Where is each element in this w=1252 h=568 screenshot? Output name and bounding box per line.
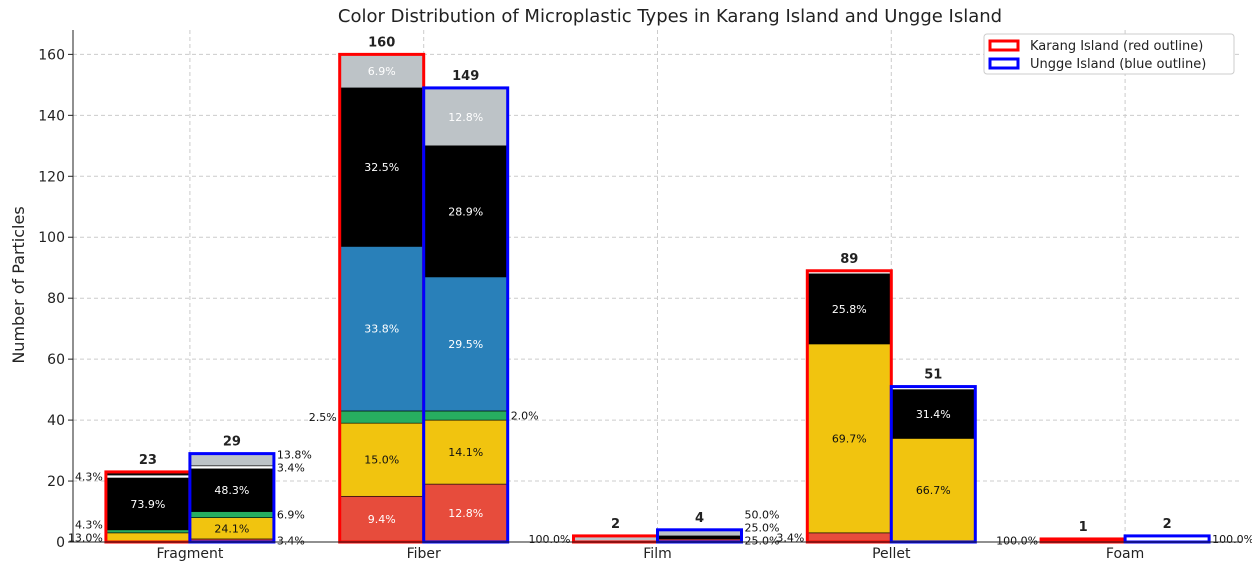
segment-label: 31.4% — [916, 408, 951, 421]
segment-label: 14.1% — [448, 446, 483, 459]
segment-label-outside: 13.0% — [68, 531, 103, 544]
legend-label-karang: Karang Island (red outline) — [1030, 39, 1203, 54]
segment-label: 32.5% — [364, 161, 399, 174]
x-tick-label: Fiber — [407, 546, 441, 562]
bar-segment — [105, 529, 191, 534]
segment-label: 6.9% — [368, 65, 396, 78]
y-tick-label: 80 — [47, 291, 65, 307]
segment-label: 73.9% — [130, 498, 165, 511]
x-tick-label: Foam — [1106, 546, 1144, 562]
bar-segment — [189, 465, 275, 470]
bar-segment — [423, 410, 509, 421]
bar-segment — [806, 273, 892, 345]
bar-segment — [189, 511, 275, 518]
y-tick-label: 160 — [38, 47, 65, 63]
bar-segment — [890, 438, 976, 543]
segment-label: 29.5% — [448, 338, 483, 351]
y-tick-label: 120 — [38, 169, 65, 185]
segment-label-outside: 2.5% — [309, 411, 337, 424]
bar-total-label: 2 — [611, 517, 620, 532]
legend-label-ungge: Ungge Island (blue outline) — [1030, 57, 1206, 72]
bar-segment — [423, 419, 509, 485]
segment-label-outside: 3.4% — [776, 531, 804, 544]
segment-label: 69.7% — [832, 432, 867, 445]
x-tick-label: Film — [643, 546, 671, 562]
segment-label: 15.0% — [364, 454, 399, 467]
y-axis-label: Number of Particles — [9, 206, 28, 363]
bar-total-label: 23 — [139, 453, 157, 468]
bar-segment — [189, 468, 275, 512]
segment-label-outside: 13.8% — [277, 448, 312, 461]
segment-label-outside: 4.3% — [75, 518, 103, 531]
bar-segment — [339, 422, 425, 497]
bar-total-label: 89 — [840, 252, 858, 267]
segment-label: 24.1% — [214, 522, 249, 535]
segment-label-outside: 50.0% — [745, 508, 780, 521]
segment-label: 12.8% — [448, 111, 483, 124]
x-tick-label: Pellet — [872, 546, 911, 562]
segment-label-outside: 3.4% — [277, 534, 305, 547]
bar-total-label: 4 — [695, 511, 704, 526]
bar-total-label: 2 — [1163, 517, 1172, 532]
bar-segment — [105, 474, 191, 479]
legend: Karang Island (red outline) Ungge Island… — [983, 33, 1235, 75]
x-tick-label: Fragment — [156, 546, 223, 562]
segment-label: 12.8% — [448, 507, 483, 520]
segment-label-outside: 100.0% — [1212, 533, 1252, 546]
segment-label: 9.4% — [368, 513, 396, 526]
segment-label-outside: 4.3% — [75, 470, 103, 483]
bar-total-label: 160 — [368, 35, 395, 50]
bar-segment — [657, 535, 742, 540]
y-tick-label: 0 — [56, 535, 65, 551]
bar-segment — [105, 477, 191, 531]
bar-total-label: 51 — [924, 368, 942, 383]
bar-segment — [423, 87, 509, 147]
y-tick-label: 100 — [38, 230, 65, 246]
bar-segment — [423, 276, 509, 412]
segment-label: 25.8% — [832, 303, 867, 316]
bar-segment — [339, 410, 425, 424]
y-tick-label: 40 — [47, 413, 65, 429]
y-tick-label: 20 — [47, 474, 65, 490]
legend-swatch-karang — [988, 39, 1020, 52]
segment-label-outside: 100.0% — [996, 534, 1038, 547]
bar-segment — [339, 246, 425, 412]
bar-segment — [423, 483, 509, 543]
segment-label-outside: 25.0% — [745, 534, 780, 547]
segment-label: 48.3% — [214, 484, 249, 497]
segment-label: 66.7% — [916, 484, 951, 497]
y-tick-label: 60 — [47, 352, 65, 368]
bar-total-label: 1 — [1079, 520, 1088, 535]
segment-label-outside: 3.4% — [277, 461, 305, 474]
bar-segment — [806, 343, 892, 534]
bar-total-label: 29 — [223, 435, 241, 450]
y-tick-label: 140 — [38, 108, 65, 124]
segment-label-outside: 25.0% — [745, 521, 780, 534]
legend-swatch-ungge — [988, 57, 1020, 70]
chart-title: Color Distribution of Microplastic Types… — [338, 6, 1002, 27]
bar-total-label: 149 — [452, 69, 479, 84]
segment-label-outside: 100.0% — [529, 533, 571, 546]
segment-label-outside: 2.0% — [511, 410, 539, 423]
segment-label: 33.8% — [364, 323, 399, 336]
segment-label: 28.9% — [448, 205, 483, 218]
bar-segment — [339, 495, 425, 543]
bar-segment — [189, 453, 275, 467]
segment-label-outside: 6.9% — [277, 509, 305, 522]
